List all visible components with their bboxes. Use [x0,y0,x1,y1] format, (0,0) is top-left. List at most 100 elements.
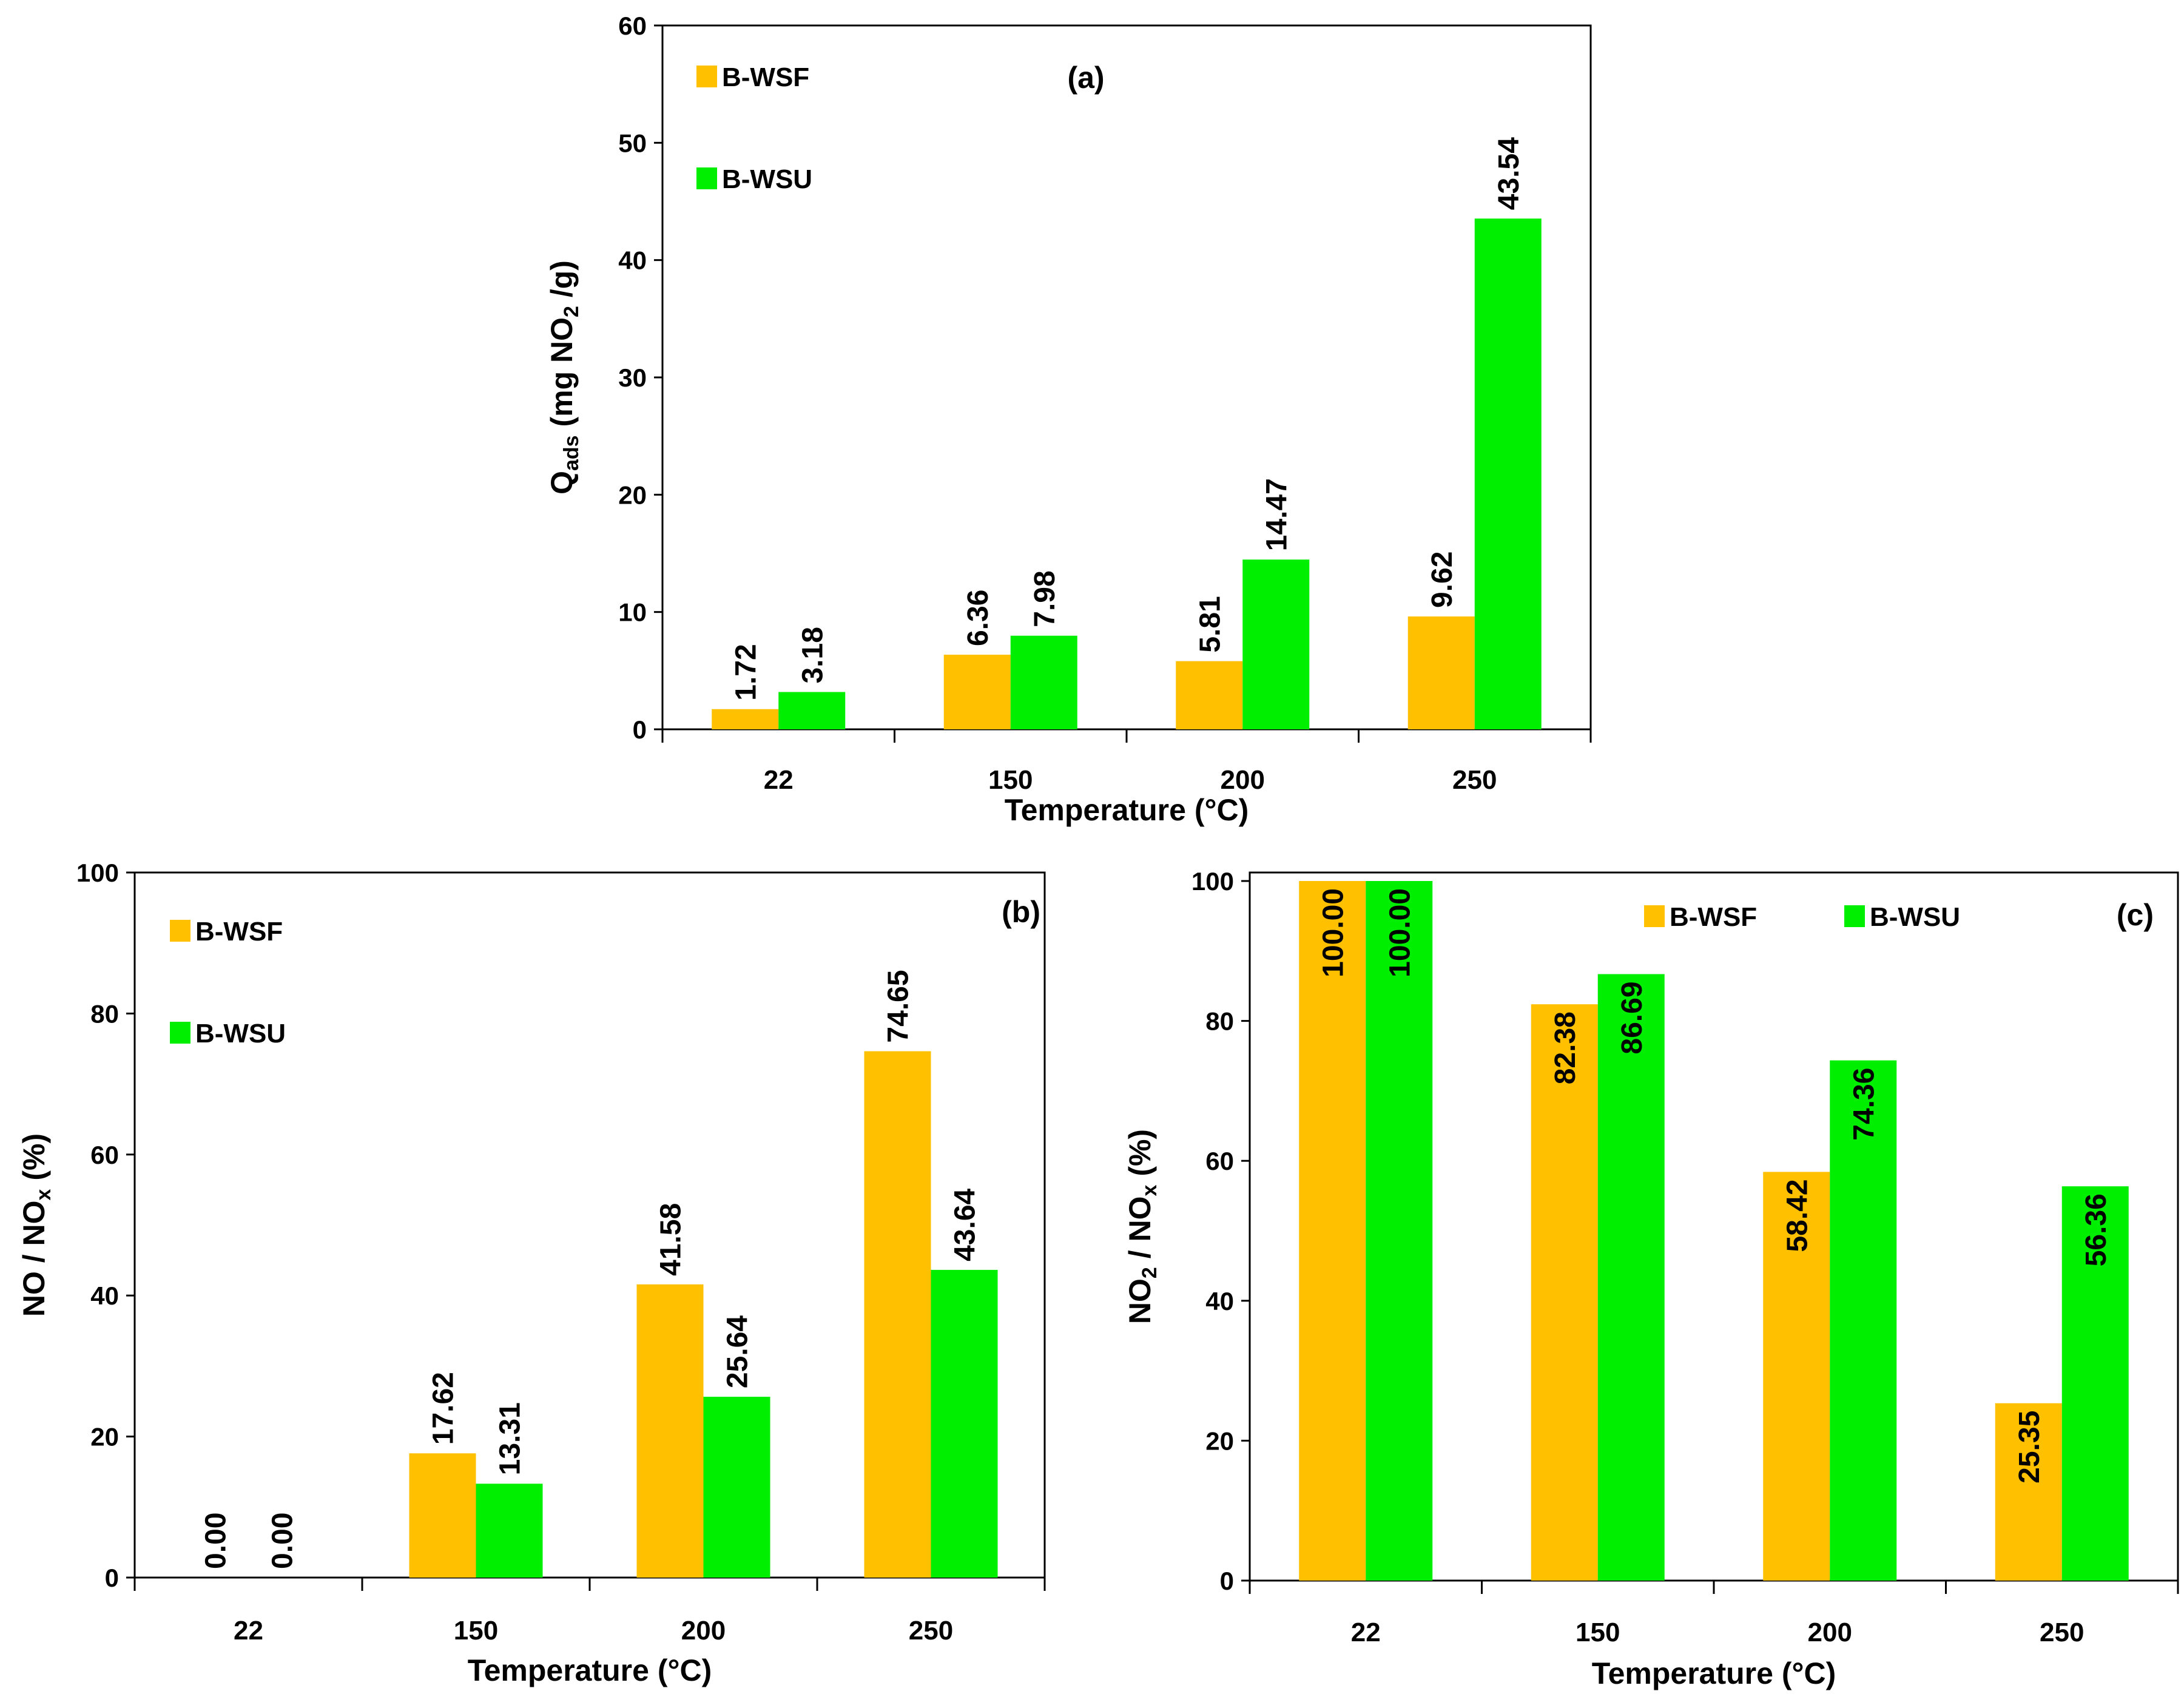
y-tick-label: 100 [76,859,119,887]
y-tick-label: 50 [618,129,647,157]
legend-swatch [696,66,717,87]
y-tick-label: 100 [1191,867,1234,896]
bar-b-wsf-250 [1407,616,1475,729]
x-tick-label: 200 [681,1616,726,1646]
bar-b-wsf-22 [1299,881,1366,1581]
y-axis-title: NO / NOx​ (%) [17,1133,55,1317]
x-tick-label: 250 [1452,765,1497,795]
bar-b-wsf-150 [409,1453,476,1578]
data-label: 6.36 [962,590,994,646]
y-tick-label: 60 [90,1141,119,1169]
y-tick-label: 30 [618,363,647,392]
y-tick-label: 0 [1220,1567,1234,1595]
x-tick-label: 200 [1221,765,1265,795]
bar-b-wsu-200 [1242,559,1310,729]
bar-b-wsu-250 [931,1269,998,1578]
y-tick-label: 40 [618,246,647,275]
data-label: 43.54 [1493,137,1525,210]
bar-b-wsu-250 [2061,1186,2129,1581]
y-tick-label: 20 [618,481,647,509]
panel-label: (b) [1002,895,1040,929]
x-tick-label: 22 [1351,1618,1381,1647]
chart-panel-a: 0 10 20 30 40 50 60 22 150 200 250 1.72 6.36 5.81 9.62… [545,12,1592,827]
chart-panel-c: 0 20 40 60 80 100 22 150 200 250 100.00 82.38 58.42 2… [1123,867,2179,1690]
bar-b-wsf-200 [1763,1172,1830,1581]
data-label: 9.62 [1426,552,1458,608]
y-tick-label: 20 [90,1423,119,1451]
data-label: 82.38 [1549,1011,1582,1084]
x-tick-label: 150 [454,1616,498,1646]
y-tick-label: 10 [618,598,647,627]
x-tick-label: 250 [2040,1618,2084,1647]
data-label: 13.31 [494,1402,527,1475]
data-label: 14.47 [1261,478,1293,551]
legend-label: B-WSU [195,1019,286,1048]
legend-label: B-WSU [722,164,812,194]
data-label: 25.35 [2014,1411,2046,1484]
x-tick-label: 22 [764,765,794,795]
legend-swatch [1644,905,1665,927]
data-label: 56.36 [2080,1193,2112,1266]
data-label: 25.64 [722,1315,754,1388]
data-label: 5.81 [1194,596,1226,652]
y-tick-label: 0 [633,715,647,744]
data-label: 17.62 [428,1372,460,1445]
data-label: 7.98 [1029,570,1061,627]
data-label: 43.64 [949,1188,982,1261]
x-tick-label: 250 [909,1616,953,1646]
x-tick-label: 150 [1576,1618,1620,1647]
data-label: 74.65 [883,970,915,1042]
y-tick-label: 0 [105,1564,119,1592]
y-tick-label: 40 [1205,1287,1234,1315]
x-tick-label: 22 [234,1616,263,1646]
legend-swatch [170,1022,190,1044]
legend-label: B-WSF [722,62,809,92]
bar-b-wsf-150 [1531,1004,1598,1581]
data-label: 86.69 [1616,981,1648,1054]
y-axis-title: Qads​ (mg NO2​ /g) [545,260,583,495]
bar-b-wsf-250 [864,1051,931,1578]
legend-swatch [170,920,190,942]
data-label: 58.42 [1781,1179,1813,1252]
y-tick-label: 80 [1205,1007,1234,1036]
y-tick-label: 20 [1205,1426,1234,1455]
bar-b-wsf-200 [636,1284,704,1578]
bar-b-wsf-200 [1176,661,1243,729]
data-label: 3.18 [797,627,829,683]
bar-b-wsf-22 [712,709,779,729]
y-tick-label: 60 [1205,1147,1234,1175]
x-tick-label: 200 [1808,1618,1852,1647]
data-label: 41.58 [655,1203,687,1276]
data-label: 0.00 [267,1513,299,1569]
bar-b-wsu-250 [1474,218,1542,729]
data-label: 74.36 [1848,1068,1880,1141]
bar-b-wsu-150 [1597,974,1665,1581]
panel-label: (c) [2117,898,2154,932]
x-axis-title: Temperature (°C) [1005,793,1249,827]
data-label: 100.00 [1317,888,1349,977]
bar-b-wsu-22 [1366,881,1433,1581]
legend-swatch [696,167,717,189]
chart-panel-b: 0 20 40 60 80 100 22 150 200 250 0.00 17.62 41.58 74.… [17,859,1046,1687]
data-label: 1.72 [730,644,762,700]
y-tick-label: 60 [618,12,647,40]
bar-b-wsf-150 [943,655,1011,729]
y-tick-label: 80 [90,999,119,1028]
y-axis-title: NO2​ / NOx​ (%) [1123,1129,1161,1324]
bar-b-wsu-200 [703,1397,770,1578]
legend-label: B-WSU [1870,902,1960,932]
x-axis-title: Temperature (°C) [1592,1656,1836,1690]
x-axis-title: Temperature (°C) [468,1653,712,1687]
legend-label: B-WSF [1670,902,1757,932]
bar-b-wsu-150 [476,1484,543,1578]
data-label: 100.00 [1384,888,1416,977]
y-tick-label: 40 [90,1281,119,1310]
x-tick-label: 150 [988,765,1033,795]
bar-b-wsu-150 [1010,635,1077,729]
data-label: 0.00 [200,1513,232,1569]
bar-b-wsu-22 [778,692,846,729]
legend-swatch [1844,905,1865,927]
legend-label: B-WSF [195,917,283,947]
bar-b-wsu-200 [1830,1060,1897,1581]
